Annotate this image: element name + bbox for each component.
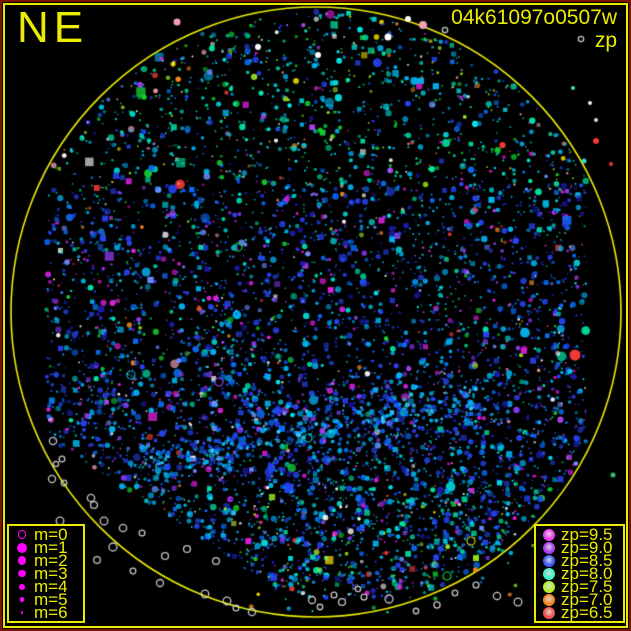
legend-label: zp=9.0 [561, 537, 613, 557]
zeropoint-swatch [543, 554, 555, 567]
zeropoint-swatch [543, 528, 555, 541]
legend-label: m=2 [34, 550, 68, 570]
legend-swatch-cell [10, 611, 34, 614]
legend-swatch-cell [10, 569, 34, 578]
legend-swatch-cell [537, 541, 561, 554]
legend-swatch-cell [10, 530, 34, 539]
legend-zeropoint-rows: zp=9.5 zp=9.0 zp=8.5 zp=8.0 zp=7.5 zp=7.0 zp=6… [536, 526, 623, 621]
zeropoint-swatch [543, 541, 555, 554]
magnitude-swatch [19, 583, 25, 590]
zeropoint-swatch [543, 606, 555, 619]
legend-zeropoint: zp=9.5 zp=9.0 zp=8.5 zp=8.0 zp=7.5 zp=7.0 zp=6… [534, 524, 625, 623]
legend-swatch-cell [537, 593, 561, 606]
legend-item: zp=7.0 [537, 589, 622, 609]
legend-swatch-cell [537, 567, 561, 580]
legend-item: zp=7.5 [537, 576, 622, 596]
legend-label: zp=8.5 [561, 550, 613, 570]
plot-subtitle: zp [594, 29, 617, 52]
legend-label: zp=9.5 [561, 524, 613, 544]
zeropoint-swatch [543, 567, 555, 580]
plot-title: 04k61097o0507w [451, 6, 617, 29]
legend-swatch-cell [10, 556, 34, 565]
legend-label: zp=8.0 [561, 563, 613, 583]
corner-label: NE [17, 3, 89, 52]
magnitude-swatch [17, 556, 27, 565]
legend-swatch-cell [10, 583, 34, 590]
legend-item: m=3 [10, 563, 82, 583]
legend-item: zp=8.0 [537, 563, 622, 583]
legend-label: zp=7.0 [561, 589, 613, 609]
legend-swatch-cell [10, 542, 34, 553]
legend-swatch-cell [537, 528, 561, 541]
legend-item: m=6 [10, 602, 82, 622]
legend-label: m=4 [34, 576, 68, 596]
magnitude-swatch [19, 597, 25, 602]
legend-label: m=3 [34, 563, 68, 583]
legend-label: m=5 [34, 589, 68, 609]
legend-swatch-cell [537, 554, 561, 567]
legend-label: m=1 [34, 537, 68, 557]
magnitude-swatch [18, 569, 26, 578]
legend-item: zp=8.5 [537, 550, 622, 570]
legend-item: m=5 [10, 589, 82, 609]
magnitude-swatch [20, 611, 24, 614]
magnitude-swatch [17, 530, 27, 539]
legend-item: m=2 [10, 550, 82, 570]
legend-label: zp=7.5 [561, 576, 613, 596]
legend-label: m=0 [34, 524, 68, 544]
legend-swatch-cell [10, 597, 34, 602]
legend-item: zp=6.5 [537, 602, 622, 622]
legend-item: zp=9.5 [537, 524, 622, 544]
legend-swatch-cell [537, 606, 561, 619]
legend-magnitude: m=0 m=1 m=2 m=3 m=4 m=5 m=6 [7, 524, 85, 623]
zeropoint-swatch [543, 580, 555, 593]
legend-swatch-cell [537, 580, 561, 593]
legend-item: m=1 [10, 537, 82, 557]
legend-item: m=4 [10, 576, 82, 596]
legend-item: m=0 [10, 524, 82, 544]
legend-item: zp=9.0 [537, 537, 622, 557]
legend-label: zp=6.5 [561, 602, 613, 622]
legend-label: m=6 [34, 602, 68, 622]
magnitude-swatch [17, 542, 27, 553]
legend-magnitude-rows: m=0 m=1 m=2 m=3 m=4 m=5 m=6 [9, 526, 83, 621]
zeropoint-swatch [543, 593, 555, 606]
